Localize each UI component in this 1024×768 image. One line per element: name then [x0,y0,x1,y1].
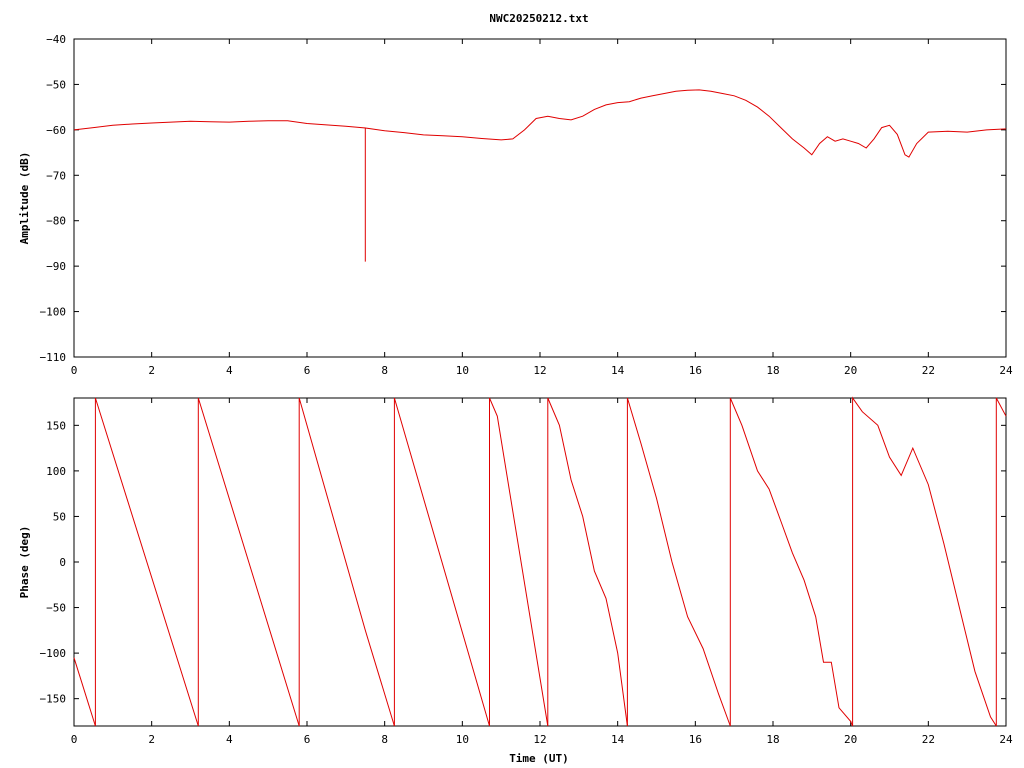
amplitude-y-axis-label: Amplitude (dB) [18,152,31,245]
amplitude-y-tick-label: −70 [46,169,66,182]
chart-title: NWC20250212.txt [489,12,588,25]
phase-y-axis-label: Phase (deg) [18,526,31,599]
time-x-axis-label: Time (UT) [509,752,569,765]
amplitude-x-tick-label: 0 [71,364,78,377]
phase-x-tick-label: 16 [689,733,702,746]
phase-series-line [729,397,854,727]
phase-x-tick-label: 4 [226,733,233,746]
amplitude-x-tick-label: 14 [611,364,625,377]
phase-x-tick-label: 8 [381,733,388,746]
amplitude-x-tick-label: 8 [381,364,388,377]
amplitude-y-tick-label: −100 [40,306,67,319]
phase-series-line [197,397,300,727]
amplitude-x-tick-label: 24 [999,364,1013,377]
phase-x-tick-label: 0 [71,733,78,746]
amplitude-y-tick-label: −60 [46,124,66,137]
amplitude-y-tick-label: −80 [46,215,66,228]
phase-series-line [94,397,199,727]
amplitude-y-tick-label: −90 [46,260,66,273]
phase-series-line [73,657,96,727]
amplitude-x-tick-label: 2 [148,364,155,377]
amplitude-x-tick-label: 20 [844,364,857,377]
phase-x-tick-label: 20 [844,733,857,746]
phase-series-line [547,397,628,727]
phase-series-line [626,397,731,727]
phase-series-line [852,396,997,727]
amplitude-x-tick-label: 10 [456,364,469,377]
phase-series-line [489,397,549,727]
amplitude-y-tick-label: −50 [46,78,66,91]
amplitude-x-tick-label: 4 [226,364,233,377]
phase-x-tick-label: 10 [456,733,469,746]
phase-series-line [298,397,395,727]
phase-y-tick-label: −150 [40,693,67,706]
phase-y-tick-label: −100 [40,647,67,660]
amplitude-x-tick-label: 12 [533,364,546,377]
phase-y-tick-label: 100 [46,465,66,478]
phase-x-tick-label: 22 [922,733,935,746]
phase-x-tick-label: 24 [999,733,1013,746]
amplitude-y-tick-label: −40 [46,33,66,46]
phase-panel: Phase (deg) Time (UT) 0 2 4 6 8 10 12 14 16 18 20 2… [18,396,1013,765]
phase-y-tick-label: −50 [46,602,66,615]
phase-x-tick-label: 6 [304,733,311,746]
amplitude-plot-frame [73,38,1007,358]
phase-x-tick-label: 14 [611,733,625,746]
phase-series-line [995,397,1007,726]
phase-x-tick-label: 12 [533,733,546,746]
amplitude-x-tick-label: 16 [689,364,702,377]
amplitude-panel: Amplitude (dB) 0 2 4 6 8 10 12 14 16 18 20 22 24−40−… [18,33,1013,377]
phase-y-tick-label: 50 [53,510,66,523]
amplitude-x-tick-label: 22 [922,364,935,377]
amplitude-x-tick-label: 6 [304,364,311,377]
amplitude-y-tick-label: −110 [40,351,67,364]
phase-x-tick-label: 2 [148,733,155,746]
phase-y-tick-label: 150 [46,419,66,432]
phase-series-line [393,397,490,727]
phase-x-tick-label: 18 [766,733,779,746]
amplitude-x-tick-label: 18 [766,364,779,377]
amplitude-series-line [73,89,1007,262]
phase-y-tick-label: 0 [59,556,66,569]
